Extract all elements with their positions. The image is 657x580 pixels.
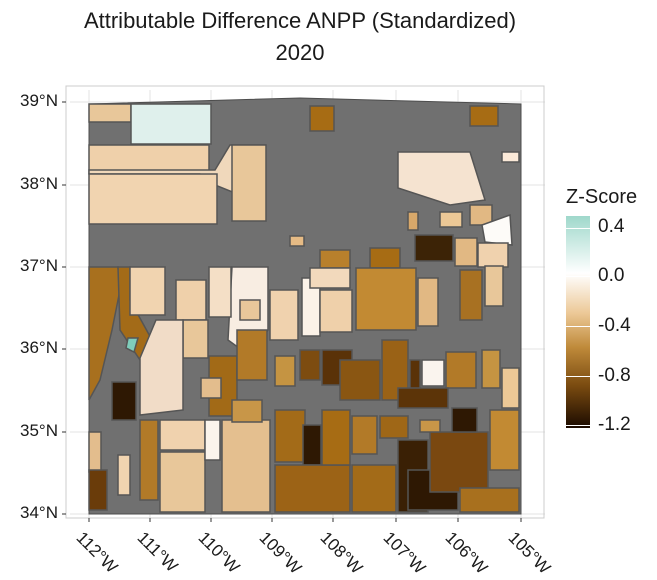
legend-tick <box>566 276 590 277</box>
legend-tick <box>566 326 590 327</box>
panel-border <box>65 85 545 519</box>
axis-ticks <box>62 101 522 522</box>
y-tick-label: 37°N <box>20 256 58 275</box>
map-title: Attributable Difference ANPP (Standardiz… <box>83 8 517 33</box>
legend-label: 0.0 <box>598 265 625 286</box>
legend-label: 0.4 <box>598 216 625 237</box>
county-polygons <box>88 103 520 513</box>
y-tick-label: 34°N <box>20 503 58 522</box>
legend-title: Z-Score <box>566 186 638 208</box>
legend-label: -0.8 <box>598 365 631 386</box>
y-tick-label: 35°N <box>20 421 58 440</box>
legend-tick <box>566 425 590 426</box>
y-tick-label: 36°N <box>20 338 58 357</box>
y-tick-label: 39°N <box>20 91 58 110</box>
map-subtitle: 2020 <box>275 40 325 65</box>
y-tick-label: 38°N <box>20 174 58 193</box>
legend-label: -0.4 <box>598 315 631 336</box>
legend-tick <box>566 228 590 229</box>
legend-label: -1.2 <box>598 414 631 435</box>
legend-colorbar <box>566 216 590 428</box>
legend-tick <box>566 376 590 377</box>
